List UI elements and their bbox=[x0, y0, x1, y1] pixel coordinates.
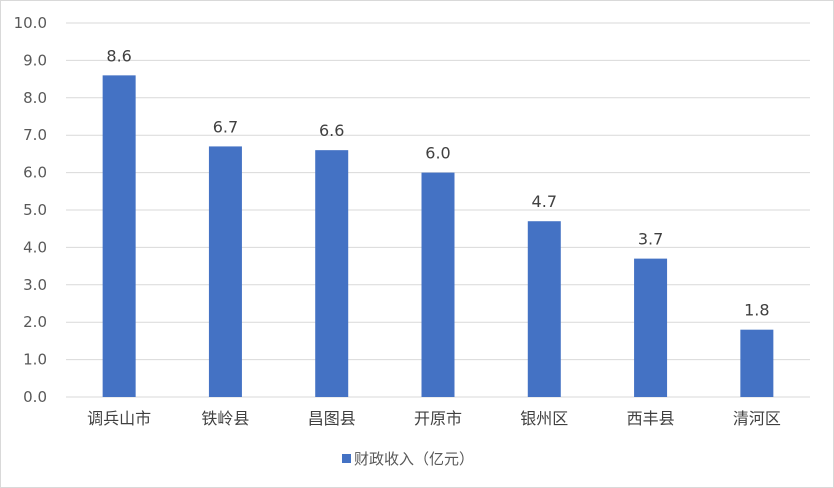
x-category-label: 西丰县 bbox=[627, 409, 675, 428]
y-tick-label: 8.0 bbox=[23, 89, 47, 107]
data-label: 1.8 bbox=[744, 301, 769, 320]
y-tick-label: 9.0 bbox=[23, 51, 47, 69]
bars: 8.6 6.7 6.6 6.0 4.7 3.7 1.8 bbox=[102, 46, 774, 398]
y-tick-label: 4.0 bbox=[23, 238, 47, 256]
data-label: 6.7 bbox=[213, 117, 238, 136]
data-label: 6.6 bbox=[319, 121, 344, 140]
y-tick-label: 0.0 bbox=[23, 388, 47, 406]
y-tick-label: 5.0 bbox=[23, 201, 47, 219]
bar bbox=[315, 150, 349, 397]
bar bbox=[421, 172, 455, 397]
data-label: 8.6 bbox=[106, 46, 131, 65]
bar bbox=[634, 258, 668, 397]
data-label: 4.7 bbox=[532, 192, 557, 211]
legend-label: 财政收入（亿元） bbox=[354, 450, 474, 468]
gridlines bbox=[66, 22, 810, 398]
x-category-label: 开原市 bbox=[414, 409, 462, 428]
x-category-label: 清河区 bbox=[733, 409, 781, 428]
x-category-label: 昌图县 bbox=[308, 409, 356, 428]
x-category-label: 调兵山市 bbox=[87, 409, 151, 428]
y-tick-label: 6.0 bbox=[23, 164, 47, 182]
bar bbox=[102, 75, 136, 398]
bar bbox=[740, 329, 774, 397]
y-tick-label: 3.0 bbox=[23, 276, 47, 294]
y-tick-label: 1.0 bbox=[23, 351, 47, 369]
y-axis: 0.0 1.0 2.0 3.0 4.0 5.0 6.0 7.0 8.0 9.0 10.0 bbox=[14, 14, 47, 406]
x-category-label: 铁岭县 bbox=[201, 409, 249, 428]
y-tick-label: 10.0 bbox=[14, 14, 47, 32]
x-category-label: 银州区 bbox=[520, 409, 568, 428]
legend: 财政收入（亿元） bbox=[342, 450, 474, 468]
bar bbox=[527, 221, 561, 397]
y-tick-label: 7.0 bbox=[23, 126, 47, 144]
bar bbox=[208, 146, 242, 397]
y-tick-label: 2.0 bbox=[23, 313, 47, 331]
data-label: 6.0 bbox=[425, 144, 450, 163]
legend-swatch bbox=[342, 454, 351, 463]
x-axis: 调兵山市 铁岭县 昌图县 开原市 银州区 西丰县 清河区 bbox=[87, 409, 781, 428]
data-label: 3.7 bbox=[638, 230, 663, 249]
